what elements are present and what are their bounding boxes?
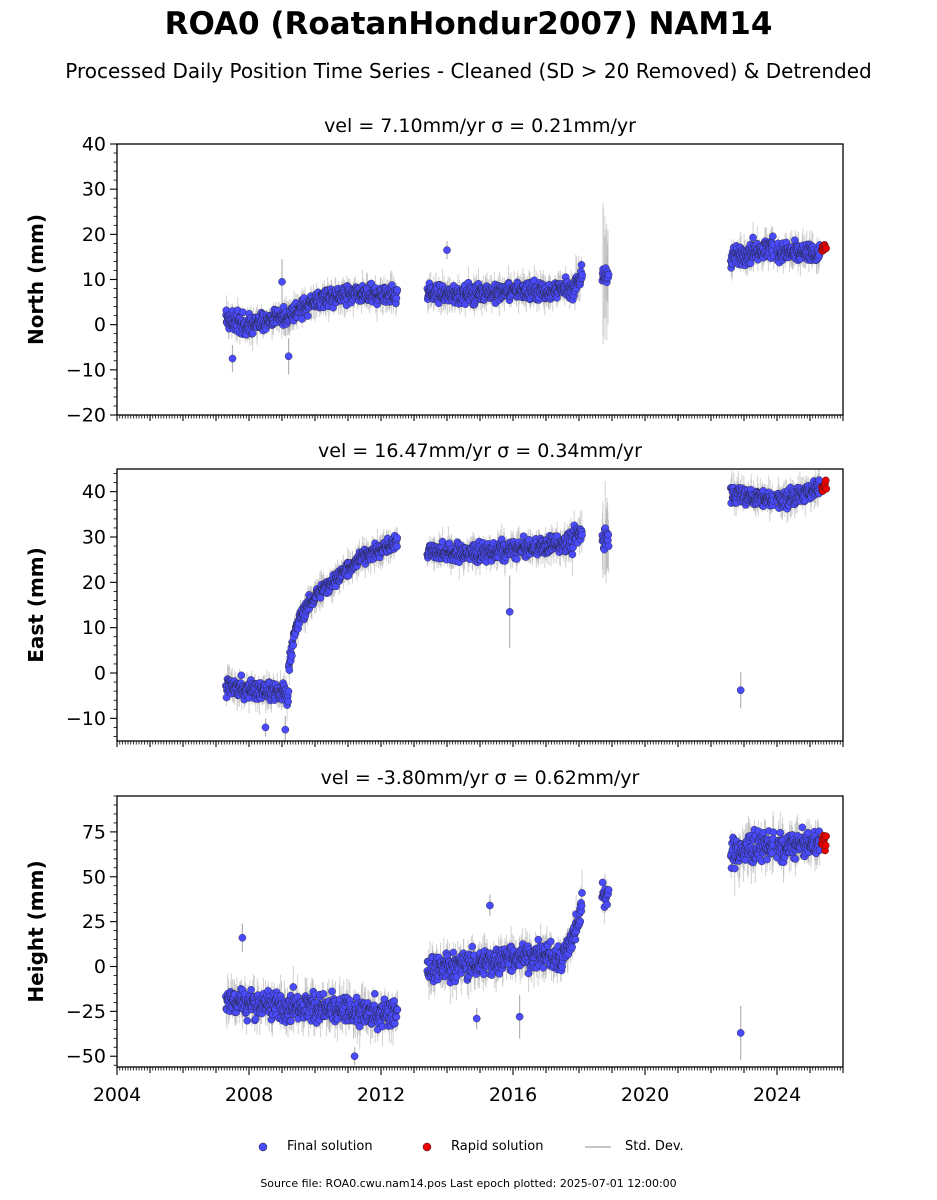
y-tick-label: −10 bbox=[66, 708, 106, 730]
data-points bbox=[222, 232, 830, 363]
final-point bbox=[604, 542, 613, 551]
figure-subtitle: Processed Daily Position Time Series - C… bbox=[65, 59, 872, 83]
final-point bbox=[568, 550, 577, 559]
y-tick-label: 40 bbox=[82, 134, 106, 156]
final-point bbox=[736, 686, 745, 695]
final-point bbox=[519, 532, 528, 541]
final-point bbox=[284, 352, 293, 361]
rapid-point bbox=[822, 476, 830, 485]
y-axis-label: North (mm) bbox=[24, 214, 48, 345]
final-point bbox=[284, 687, 293, 696]
final-point bbox=[578, 271, 587, 279]
plot-frame bbox=[116, 143, 844, 416]
y-axis-label: East (mm) bbox=[24, 547, 48, 663]
y-tick-label: 30 bbox=[82, 179, 106, 201]
final-point bbox=[261, 723, 270, 732]
y-tick-label: 0 bbox=[94, 663, 106, 685]
final-point bbox=[769, 232, 777, 241]
final-point bbox=[248, 329, 257, 338]
final-point bbox=[278, 277, 286, 286]
y-tick-label: 20 bbox=[82, 572, 106, 594]
panel-title: vel = 7.10mm/yr σ = 0.21mm/yr bbox=[324, 115, 636, 137]
final-point bbox=[289, 641, 298, 650]
final-point bbox=[237, 671, 246, 680]
final-point bbox=[749, 233, 757, 242]
panel-1: −20 −10 0 10 20 30 40 vel = 7.10mm/yr σ = 0.21m… bbox=[24, 115, 844, 427]
final-point bbox=[281, 725, 290, 734]
final-point bbox=[285, 666, 294, 674]
y-tick-label: 20 bbox=[82, 224, 106, 246]
final-point bbox=[228, 354, 237, 363]
final-point bbox=[578, 531, 586, 540]
data-points bbox=[222, 476, 831, 734]
final-point bbox=[577, 261, 586, 269]
final-point bbox=[288, 652, 296, 660]
figure-title: ROA0 (RoatanHondur2007) NAM14 bbox=[164, 6, 773, 42]
final-point bbox=[393, 542, 401, 551]
y-tick-label: 0 bbox=[94, 314, 106, 336]
y-tick-label: 10 bbox=[82, 269, 106, 291]
rapid-point bbox=[822, 244, 830, 253]
final-point bbox=[393, 534, 402, 542]
y-tick-label: 40 bbox=[82, 481, 106, 503]
y-tick-label: −20 bbox=[66, 405, 106, 427]
final-point bbox=[505, 608, 514, 616]
y-tick-label: 10 bbox=[82, 617, 106, 639]
final-point bbox=[604, 270, 613, 279]
final-point bbox=[303, 312, 312, 320]
final-point bbox=[604, 531, 613, 539]
final-point bbox=[316, 594, 325, 602]
final-point bbox=[512, 555, 521, 563]
y-tick-label: −10 bbox=[66, 359, 106, 381]
final-point bbox=[393, 286, 402, 294]
final-point bbox=[284, 697, 292, 706]
panel-title: vel = 16.47mm/yr σ = 0.34mm/yr bbox=[318, 440, 642, 462]
final-point bbox=[443, 246, 451, 254]
panel-2: −10 0 10 20 30 40 vel = 16.47mm/yr σ = 0.34mm/… bbox=[24, 440, 844, 747]
y-tick-label: 30 bbox=[82, 527, 106, 549]
rapid-point bbox=[822, 484, 831, 493]
